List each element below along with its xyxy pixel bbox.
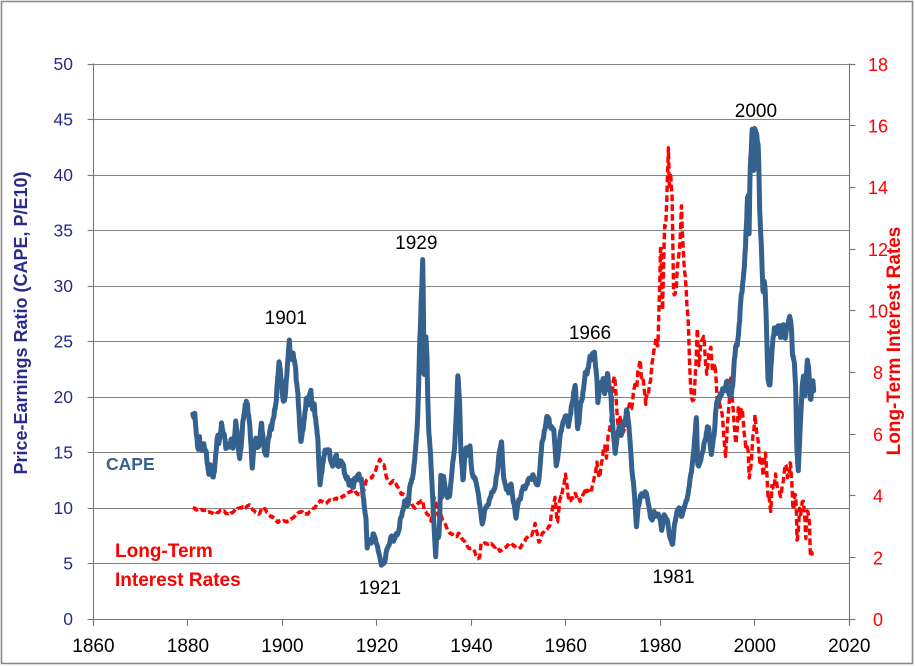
svg-text:6: 6: [873, 425, 883, 445]
svg-text:18: 18: [868, 55, 888, 75]
svg-text:25: 25: [54, 332, 73, 352]
svg-text:50: 50: [54, 54, 74, 74]
svg-text:1940: 1940: [450, 636, 492, 657]
svg-text:30: 30: [54, 276, 74, 296]
svg-text:10: 10: [868, 302, 888, 322]
svg-text:12: 12: [868, 240, 888, 260]
svg-text:Long-Term Interest Rates: Long-Term Interest Rates: [884, 227, 905, 456]
svg-text:8: 8: [873, 363, 883, 383]
svg-text:1920: 1920: [356, 636, 398, 657]
svg-text:0: 0: [63, 609, 73, 629]
svg-text:14: 14: [868, 178, 888, 198]
svg-text:1929: 1929: [395, 233, 437, 254]
svg-text:CAPE: CAPE: [106, 454, 155, 474]
svg-text:45: 45: [54, 110, 73, 130]
svg-text:20: 20: [54, 387, 74, 407]
svg-text:4: 4: [873, 487, 883, 507]
svg-text:0: 0: [873, 610, 883, 630]
svg-text:1900: 1900: [261, 636, 303, 657]
svg-text:2020: 2020: [828, 636, 870, 657]
svg-text:40: 40: [54, 165, 74, 185]
svg-text:1880: 1880: [167, 636, 209, 657]
svg-text:16: 16: [868, 117, 888, 137]
svg-text:2: 2: [873, 548, 883, 568]
svg-text:Price-Earnings Ratio (CAPE, P/: Price-Earnings Ratio (CAPE, P/E10): [11, 171, 31, 474]
svg-text:1901: 1901: [265, 308, 307, 329]
svg-text:Interest Rates: Interest Rates: [115, 570, 241, 591]
svg-text:2000: 2000: [734, 636, 776, 657]
svg-text:Long-Term: Long-Term: [115, 541, 213, 562]
svg-text:1980: 1980: [639, 636, 681, 657]
svg-text:35: 35: [54, 221, 73, 241]
svg-text:1966: 1966: [569, 323, 611, 344]
svg-text:1960: 1960: [545, 636, 587, 657]
svg-text:1921: 1921: [359, 578, 401, 599]
svg-text:1860: 1860: [72, 636, 114, 657]
svg-text:1981: 1981: [652, 567, 694, 588]
svg-text:2000: 2000: [735, 101, 777, 122]
svg-text:15: 15: [54, 443, 73, 463]
svg-text:5: 5: [63, 554, 73, 574]
svg-text:10: 10: [54, 498, 74, 518]
